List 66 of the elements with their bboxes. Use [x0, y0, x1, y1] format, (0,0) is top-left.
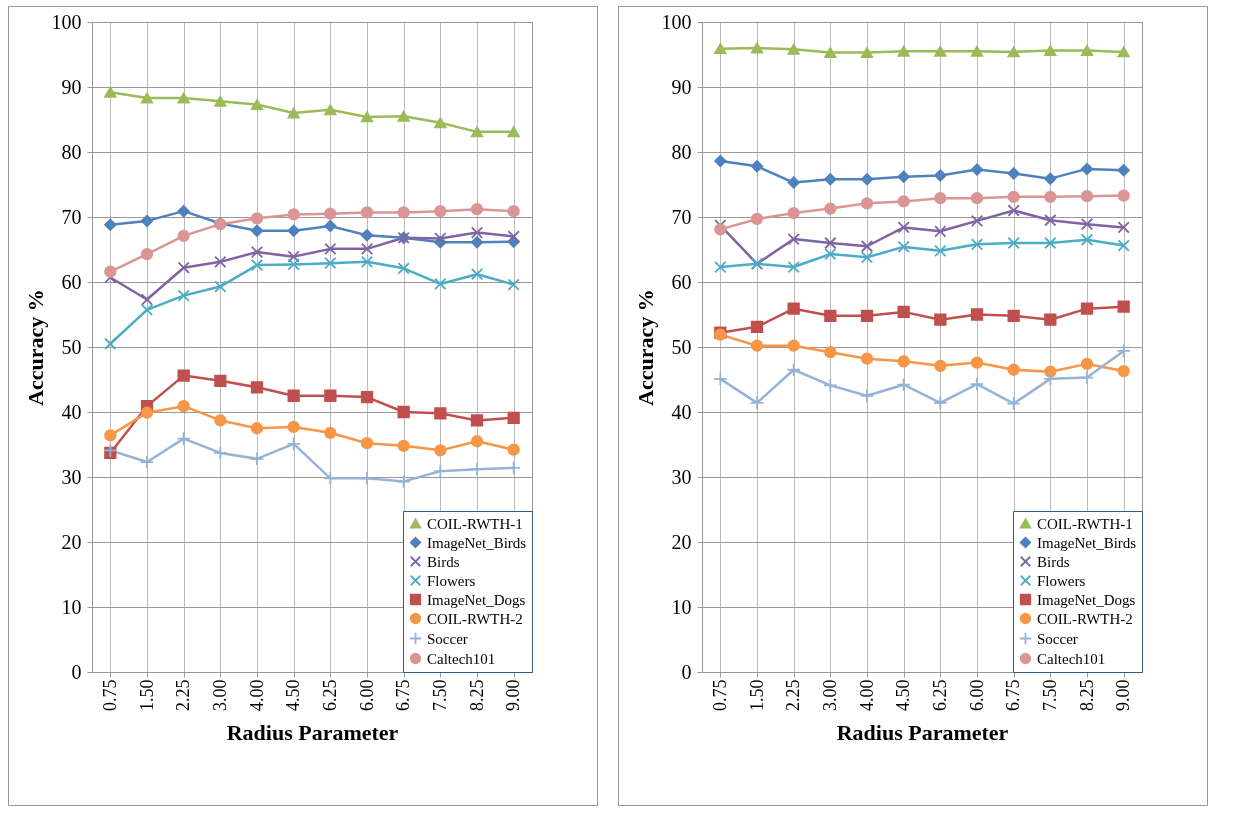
x-tick-label: 7.50 — [1039, 679, 1060, 711]
x-tick-label: 6.00 — [356, 679, 377, 711]
y-tick-label: 80 — [61, 140, 82, 163]
y-tick-label: 100 — [661, 10, 692, 33]
y-tick-label: 20 — [61, 530, 82, 553]
y-tick-label: 60 — [61, 270, 82, 293]
x-tick-label: 3.00 — [209, 679, 230, 711]
legend-label: Caltech101 — [427, 650, 496, 667]
y-tick-label: 20 — [671, 530, 692, 553]
legend-label: Flowers — [1037, 572, 1086, 589]
legend-label: Flowers — [427, 572, 476, 589]
x-tick-label: 0.75 — [99, 679, 120, 711]
legend-label: ImageNet_Dogs — [1037, 591, 1136, 608]
y-tick-label: 70 — [61, 205, 82, 228]
legend-label: COIL-RWTH-1 — [1037, 515, 1133, 532]
y-tick-label: 80 — [671, 140, 692, 163]
x-tick-label: 4.50 — [283, 679, 304, 711]
x-axis-title: Radius Parameter — [226, 720, 399, 745]
x-tick-label: 6.75 — [393, 679, 414, 711]
x-tick-label: 1.50 — [746, 679, 767, 711]
y-tick-label: 60 — [671, 270, 692, 293]
x-tick-label: 6.75 — [1003, 679, 1024, 711]
x-tick-label: 2.25 — [783, 679, 804, 711]
x-axis-title: Radius Parameter — [836, 720, 1009, 745]
y-axis-title: Accuracy % — [22, 289, 48, 406]
y-tick-label: 40 — [61, 400, 82, 423]
y-tick-label: 0 — [681, 660, 692, 683]
x-tick-label: 6.25 — [319, 679, 340, 711]
x-tick-label: 9.00 — [1113, 679, 1134, 711]
y-tick-label: 0 — [71, 660, 82, 683]
y-tick-label: 90 — [61, 75, 82, 98]
legend-label: Birds — [1037, 553, 1070, 570]
y-tick-label: 30 — [671, 465, 692, 488]
y-tick-label: 30 — [61, 465, 82, 488]
y-tick-label: 50 — [671, 335, 692, 358]
x-tick-label: 3.00 — [819, 679, 840, 711]
legend-label: COIL-RWTH-2 — [1037, 610, 1133, 627]
y-axis-title: Accuracy % — [632, 289, 658, 406]
y-tick-label: 100 — [51, 10, 82, 33]
y-tick-label: 40 — [671, 400, 692, 423]
legend-label: COIL-RWTH-1 — [427, 515, 523, 532]
x-tick-label: 1.50 — [136, 679, 157, 711]
x-tick-label: 2.25 — [173, 679, 194, 711]
y-tick-label: 50 — [61, 335, 82, 358]
y-tick-label: 70 — [671, 205, 692, 228]
x-tick-label: 4.50 — [893, 679, 914, 711]
x-tick-label: 0.75 — [709, 679, 730, 711]
y-tick-label: 10 — [61, 595, 82, 618]
y-tick-label: 10 — [671, 595, 692, 618]
x-tick-label: 8.25 — [1076, 679, 1097, 711]
legend-label: ImageNet_Birds — [1037, 534, 1137, 551]
legend-label: Caltech101 — [1037, 650, 1106, 667]
legend-label: Soccer — [1037, 630, 1078, 647]
x-tick-label: 7.50 — [429, 679, 450, 711]
y-tick-label: 90 — [671, 75, 692, 98]
x-tick-label: 4.00 — [246, 679, 267, 711]
x-tick-label: 8.25 — [466, 679, 487, 711]
legend-label: ImageNet_Birds — [427, 534, 527, 551]
x-tick-label: 4.00 — [856, 679, 877, 711]
legend-label: Birds — [427, 553, 460, 570]
legend-label: ImageNet_Dogs — [427, 591, 526, 608]
x-tick-label: 6.25 — [929, 679, 950, 711]
legend-label: COIL-RWTH-2 — [427, 610, 523, 627]
x-tick-label: 9.00 — [503, 679, 524, 711]
legend-label: Soccer — [427, 630, 468, 647]
x-tick-label: 6.00 — [966, 679, 987, 711]
